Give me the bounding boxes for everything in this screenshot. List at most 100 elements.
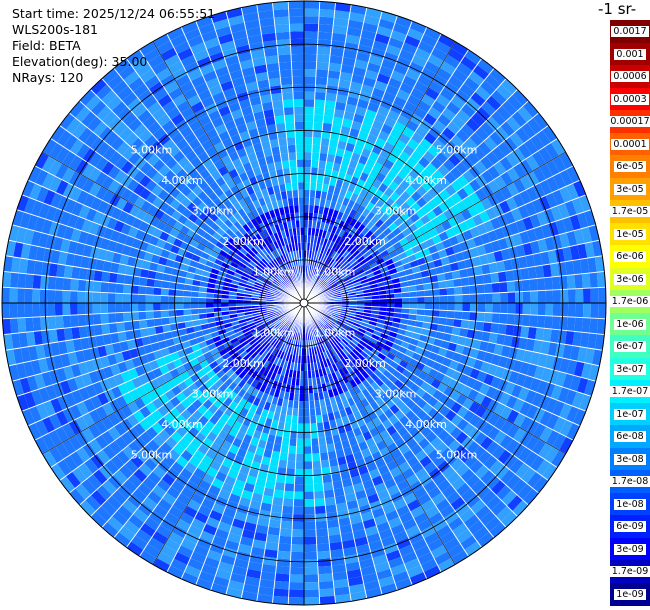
range-bin: [323, 287, 331, 293]
range-bin: [464, 137, 478, 152]
range-bin: [141, 335, 151, 346]
range-bin: [474, 126, 490, 142]
range-bin: [269, 511, 282, 521]
range-bin: [166, 486, 181, 500]
range-bin: [514, 314, 523, 326]
range-bin: [517, 483, 533, 501]
range-bin: [368, 351, 378, 361]
range-bin: [287, 321, 293, 330]
range-bin: [473, 358, 484, 371]
range-bin: [322, 315, 330, 321]
range-bin: [455, 129, 470, 143]
range-bin: [326, 322, 334, 329]
range-bin: [503, 136, 518, 153]
range-bin: [540, 340, 551, 355]
ray-line: [21, 304, 301, 412]
range-bin: [63, 455, 79, 472]
range-bin: [148, 510, 165, 525]
range-bin: [184, 320, 194, 329]
range-bin: [90, 489, 107, 506]
range-bin: [42, 450, 58, 468]
range-bin: [471, 339, 482, 350]
range-bin: [347, 289, 356, 294]
range-bin: [491, 445, 506, 460]
range-bin: [304, 370, 308, 379]
range-bin: [505, 438, 520, 454]
range-bin: [294, 385, 300, 394]
range-bin: [555, 219, 567, 235]
range-bin: [217, 33, 234, 45]
range-bin: [446, 490, 461, 505]
range-bin: [406, 94, 422, 107]
range-bin: [247, 348, 256, 357]
range-bin: [289, 159, 297, 168]
range-bin: [283, 490, 295, 500]
range-bin: [296, 431, 304, 439]
range-bin: [471, 256, 482, 267]
range-bin: [337, 318, 346, 324]
ray-line: [3, 270, 301, 304]
range-bin: [111, 101, 128, 117]
range-bin: [284, 320, 291, 328]
range-bin: [120, 431, 134, 446]
range-bin: [559, 152, 574, 170]
range-bin: [423, 282, 432, 291]
range-bin: [529, 213, 541, 229]
range-bin: [268, 313, 277, 319]
range-bin: [92, 469, 108, 485]
range-bin: [442, 332, 452, 343]
range-bin: [403, 378, 414, 389]
range-bin: [461, 249, 472, 261]
range-bin: [202, 399, 214, 410]
range-bin: [345, 142, 356, 153]
range-bin: [214, 496, 229, 508]
range-bin: [320, 245, 326, 254]
range-bin: [461, 285, 470, 295]
range-bin: [177, 437, 190, 450]
range-bin: [333, 325, 341, 332]
range-bin: [122, 479, 138, 494]
range-bin: [380, 360, 390, 370]
range-bin: [533, 226, 545, 241]
range-bin: [242, 162, 253, 172]
range-bin: [311, 453, 321, 462]
range-bin: [341, 222, 350, 232]
ray-line: [304, 4, 352, 300]
range-bin: [352, 263, 361, 271]
range-bin: [319, 261, 325, 270]
range-ring-label: 4.00km: [161, 418, 203, 431]
range-bin: [432, 473, 447, 487]
range-bin: [566, 230, 578, 247]
range-bin: [372, 330, 382, 337]
range-bin: [463, 514, 480, 529]
range-bin: [246, 281, 255, 287]
range-bin: [269, 138, 280, 148]
range-bin: [170, 431, 183, 444]
range-bin: [283, 175, 292, 184]
range-bin: [369, 400, 380, 411]
range-bin: [138, 319, 148, 329]
range-bin: [333, 10, 351, 20]
range-bin: [304, 378, 309, 387]
range-bin: [451, 370, 463, 382]
range-bin: [304, 438, 312, 447]
range-bin: [330, 250, 337, 259]
range-bin: [349, 351, 358, 360]
range-bin: [246, 319, 255, 325]
range-bin: [338, 229, 346, 238]
range-bin: [500, 303, 508, 314]
range-bin: [332, 289, 340, 294]
range-bin: [201, 454, 214, 467]
range-bin: [165, 338, 175, 348]
range-bin: [264, 116, 276, 126]
range-bin: [366, 272, 375, 279]
range-bin: [544, 315, 553, 330]
range-bin: [62, 277, 72, 291]
range-bin: [405, 68, 421, 82]
ray-line: [16, 303, 301, 397]
range-bin: [321, 335, 327, 344]
range-bin: [443, 81, 460, 96]
range-bin: [402, 449, 415, 462]
range-bin: [374, 326, 383, 333]
range-bin: [445, 279, 455, 289]
